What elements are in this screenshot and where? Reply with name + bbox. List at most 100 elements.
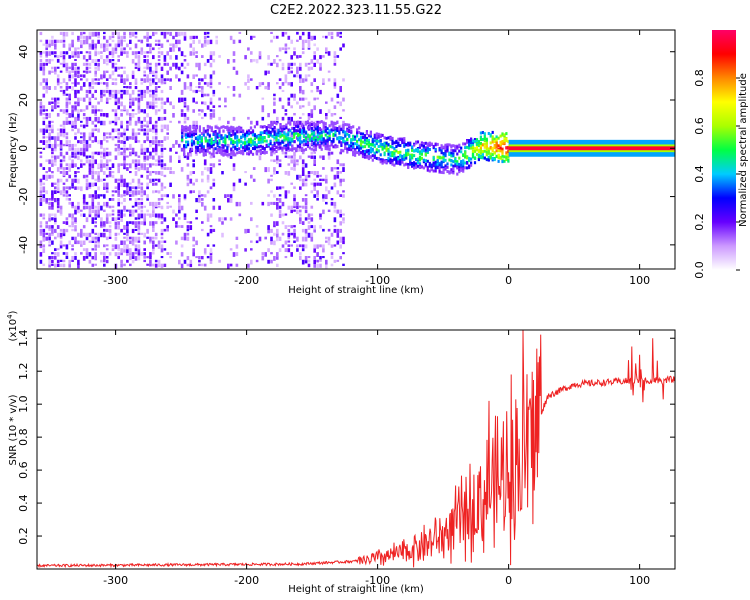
spectrogram-noise-cell bbox=[94, 136, 97, 141]
spectrogram-signal-cell bbox=[350, 144, 353, 148]
spectrogram-noise-cell bbox=[325, 174, 328, 179]
snr-y-tick-label: 0.6 bbox=[17, 461, 30, 479]
spectrogram-noise-cell bbox=[172, 171, 175, 175]
spectrogram-noise-cell bbox=[80, 132, 83, 135]
spectrogram-noise-cell bbox=[80, 163, 83, 168]
spectrogram-noise-cell bbox=[342, 167, 345, 172]
spectrogram-noise-cell bbox=[42, 198, 46, 202]
spectrogram-noise-cell bbox=[123, 47, 126, 51]
spectrogram-signal-cell bbox=[405, 149, 408, 153]
spectrogram-noise-cell bbox=[215, 35, 218, 39]
spectrogram-signal-cell bbox=[334, 126, 337, 130]
spectrogram-noise-cell bbox=[140, 167, 144, 170]
spectrogram-signal-cell bbox=[320, 130, 323, 134]
spectrogram-noise-cell bbox=[137, 225, 141, 230]
spectrogram-noise-cell bbox=[143, 140, 146, 144]
spectrogram-noise-cell bbox=[227, 155, 230, 158]
spectrogram-noise-cell bbox=[327, 209, 331, 212]
spectrogram-signal-cell bbox=[354, 142, 357, 146]
spectrogram-noise-cell bbox=[186, 163, 190, 167]
spectrogram-noise-cell bbox=[244, 248, 247, 252]
spectrogram-noise-cell bbox=[290, 209, 293, 214]
spectrogram-noise-cell bbox=[97, 39, 100, 44]
spectrogram-signal-cell bbox=[226, 128, 229, 131]
spectrogram-noise-cell bbox=[250, 201, 253, 205]
spectrogram-noise-cell bbox=[137, 105, 141, 110]
spectrogram-noise-cell bbox=[198, 66, 201, 71]
spectrogram-signal-cell bbox=[348, 125, 351, 129]
spectrogram-noise-cell bbox=[281, 66, 285, 71]
spectrogram-signal-cell bbox=[436, 162, 439, 166]
spectrogram-noise-cell bbox=[103, 194, 106, 199]
spectrogram-signal-cell bbox=[247, 138, 251, 142]
spectrogram-signal-cell bbox=[436, 159, 439, 162]
spectrogram-signal-cell bbox=[279, 124, 282, 128]
spectrogram-noise-cell bbox=[80, 86, 83, 91]
spectrogram-signal-cell bbox=[342, 130, 345, 134]
spectrogram-signal-cell bbox=[238, 138, 241, 142]
spectrogram-noise-cell bbox=[325, 240, 328, 243]
spectrogram-noise-cell bbox=[333, 244, 337, 247]
spectrogram-noise-cell bbox=[163, 194, 167, 197]
spectrogram-signal-cell bbox=[289, 148, 292, 152]
spectrogram-signal-cell bbox=[332, 126, 335, 130]
spectrogram-signal-cell bbox=[399, 144, 402, 147]
spectrogram-noise-cell bbox=[74, 174, 77, 178]
spectrogram-noise-cell bbox=[82, 143, 86, 149]
spectrogram-noise-cell bbox=[65, 82, 69, 86]
spectrogram-signal-cell bbox=[379, 160, 382, 164]
spectrogram-signal-cell bbox=[181, 138, 184, 142]
spectrogram-noise-cell bbox=[91, 105, 95, 109]
spectrogram-noise-cell bbox=[209, 86, 213, 89]
spectrogram-noise-cell bbox=[189, 86, 193, 91]
spectrogram-noise-cell bbox=[77, 97, 80, 102]
spectrogram-noise-cell bbox=[152, 213, 155, 217]
spectrogram-noise-cell bbox=[131, 252, 135, 257]
spectrogram-signal-cell bbox=[189, 150, 192, 154]
spectrogram-signal-cell bbox=[444, 144, 447, 148]
spectrogram-noise-cell bbox=[85, 201, 89, 205]
spectrogram-noise-cell bbox=[169, 78, 172, 82]
spectrogram-noise-cell bbox=[65, 101, 69, 107]
spectrogram-noise-cell bbox=[71, 105, 74, 109]
spectrogram-noise-cell bbox=[68, 66, 71, 70]
spectrogram-noise-cell bbox=[94, 97, 97, 100]
spectrogram-signal-cell bbox=[281, 148, 284, 152]
spectrogram-noise-cell bbox=[120, 248, 123, 253]
spectrogram-noise-cell bbox=[74, 101, 77, 105]
spectrogram-signal-cell bbox=[403, 163, 406, 167]
spectrogram-noise-cell bbox=[157, 178, 161, 183]
spectrogram-noise-cell bbox=[304, 236, 308, 242]
spectrogram-noise-cell bbox=[319, 178, 322, 181]
spectrogram-noise-cell bbox=[111, 205, 115, 208]
spectrogram-signal-cell bbox=[318, 131, 321, 135]
spectrogram-noise-cell bbox=[85, 105, 89, 110]
spectrogram-noise-cell bbox=[103, 182, 106, 187]
spectrogram-noise-cell bbox=[51, 70, 54, 73]
spectrogram-signal-cell bbox=[308, 136, 311, 140]
colorbar-ticks: 0.00.20.40.60.8 bbox=[693, 69, 740, 279]
spectrogram-noise-cell bbox=[313, 194, 316, 198]
spectrogram-signal-cell bbox=[448, 171, 451, 175]
spectrogram-noise-cell bbox=[203, 159, 207, 165]
spectrogram-noise-cell bbox=[267, 70, 270, 74]
spectrogram-noise-cell bbox=[206, 256, 210, 259]
spectrogram-signal-cell bbox=[352, 125, 355, 129]
spectrogram-signal-cell bbox=[371, 147, 374, 151]
spectrogram-noise-cell bbox=[160, 256, 164, 259]
spectrogram-noise-cell bbox=[80, 31, 83, 36]
spectrogram-noise-cell bbox=[154, 163, 158, 167]
spectrogram-noise-cell bbox=[218, 217, 221, 222]
spectrogram-noise-cell bbox=[160, 51, 164, 56]
spectrogram-signal-cell bbox=[487, 155, 490, 159]
spectrogram-noise-cell bbox=[45, 113, 48, 117]
spectrogram-noise-cell bbox=[94, 128, 97, 131]
spectrogram-noise-cell bbox=[227, 143, 230, 148]
spectrogram-noise-cell bbox=[91, 240, 95, 243]
spectrogram-signal-cell bbox=[446, 149, 449, 153]
spectrogram-noise-cell bbox=[94, 263, 97, 266]
spectrogram-noise-cell bbox=[117, 89, 120, 95]
spectrogram-signal-cell bbox=[489, 141, 492, 145]
spectrogram-signal-cell bbox=[326, 138, 329, 142]
spectrogram-noise-cell bbox=[134, 198, 138, 202]
